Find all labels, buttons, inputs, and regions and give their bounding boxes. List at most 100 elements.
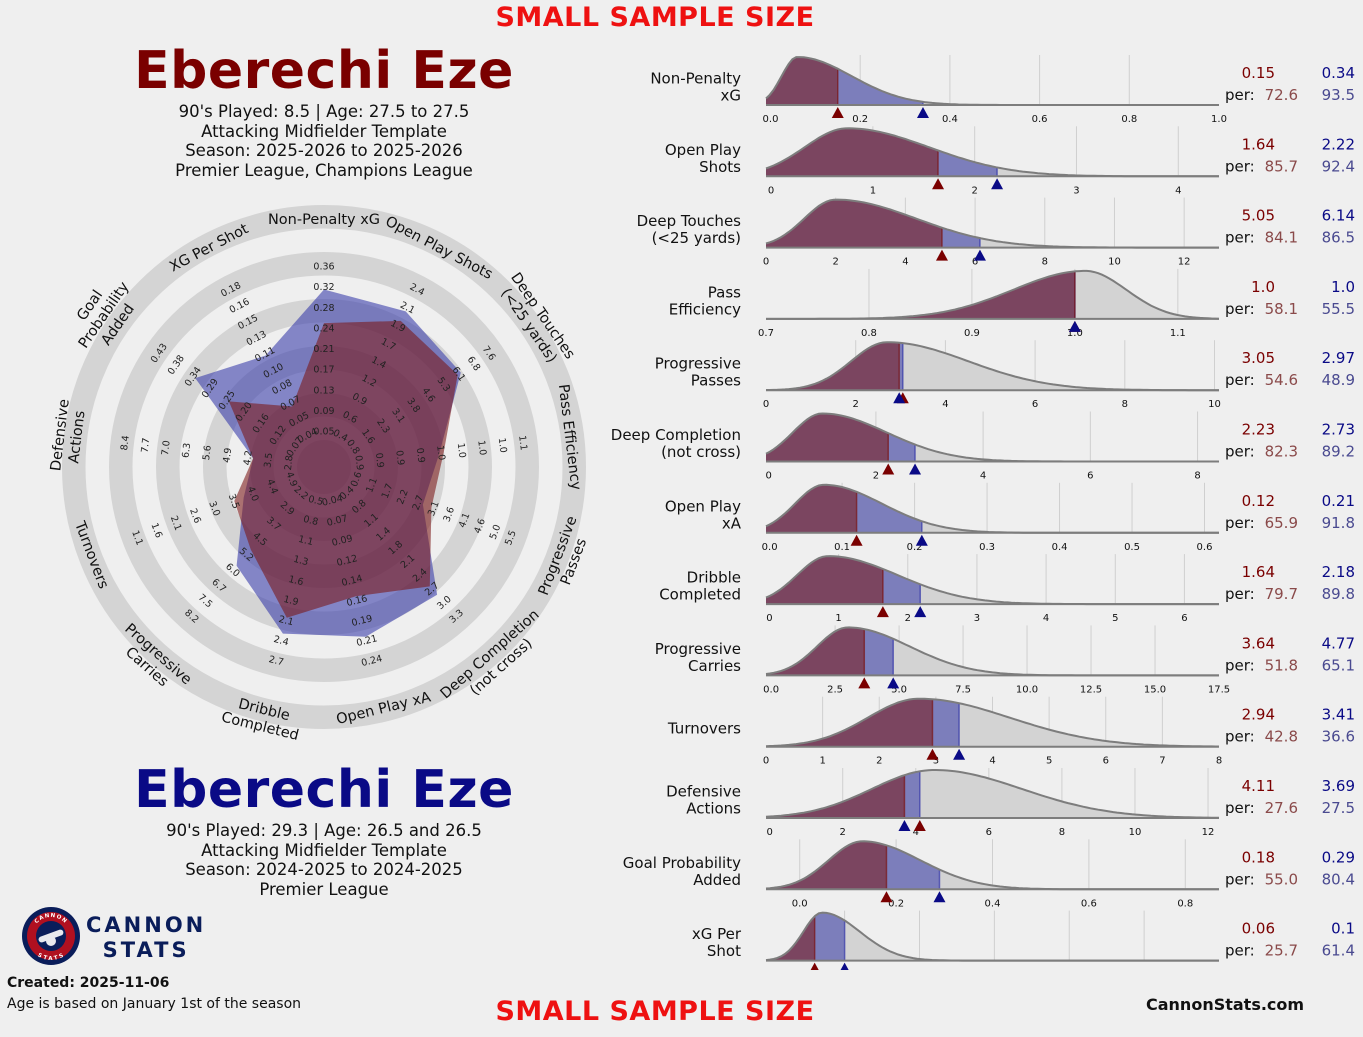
- ridge-fill-2025: [766, 342, 900, 391]
- radar-tick-label: 1.0: [496, 437, 509, 453]
- ridge-metric-label: Progressive Carries: [655, 640, 741, 675]
- per-label: per:: [1225, 86, 1255, 104]
- radar-tick-label: 0.07: [326, 513, 349, 529]
- radar-tick-label: 1.1: [129, 529, 145, 547]
- radar-tick-label: 3.5: [262, 452, 275, 468]
- radar-tick-label: 1.3: [292, 554, 309, 568]
- ridge-tick-label: 10: [1108, 257, 1121, 268]
- ridge-tick-label: 0.2: [852, 114, 868, 125]
- ridge-density-area: [766, 912, 1219, 961]
- per-label: per:: [1225, 371, 1255, 389]
- radar-tick-label: 0.24: [313, 323, 334, 334]
- ridge-tick-label: 0.2: [888, 898, 904, 909]
- percentile-2025: 82.3: [1265, 443, 1298, 461]
- radar-tick-label: 1.6: [148, 522, 164, 540]
- marker-2025: [810, 962, 819, 970]
- radar-tick-label: 3.0: [435, 594, 454, 612]
- radar-axis-label-line: Actions: [66, 410, 88, 465]
- ridge-row: 0.0 0.1 0.2 0.3 0.4 0.5 0.6 Open Play xA 0.12 0.21…: [665, 482, 1355, 553]
- marker-2024: [991, 178, 1004, 190]
- marker-2024: [916, 107, 929, 118]
- ridge-tick-label: 0.2: [907, 542, 923, 553]
- percentile-2025: 51.8: [1265, 656, 1298, 674]
- ridge-tick-label: 12: [1178, 257, 1191, 268]
- value-2025: 0.18: [1242, 848, 1275, 866]
- marker-2025: [935, 249, 948, 261]
- ridge-tick-label: 7.5: [955, 684, 971, 695]
- per-label: per:: [1225, 443, 1255, 461]
- radar-tick-label: 0.09: [331, 533, 354, 549]
- ridge-metric-label-line: Defensive: [666, 783, 741, 801]
- ridge-tick-label: 0.9: [964, 328, 980, 339]
- radar-tick-label: 5.0: [488, 523, 504, 541]
- percentile-2024: 27.5: [1322, 799, 1355, 817]
- radar-tick-label: 2.7: [267, 654, 284, 668]
- value-2024: 0.34: [1322, 64, 1355, 82]
- ridge-tick-label: 0: [763, 756, 769, 767]
- played-2024: 90's Played: 29.3 | Age: 26.5 and 26.5: [166, 821, 482, 840]
- per-label: per:: [1225, 300, 1255, 318]
- ridge-tick-label: 5: [1112, 613, 1118, 624]
- radar-tick-label: 0.09: [313, 406, 334, 417]
- radar-tick-label: 3.0: [206, 500, 222, 518]
- ridge-density-line: [765, 769, 1220, 819]
- radar-tick-label: 4.1: [457, 511, 473, 529]
- radar-tick-label: 0.14: [341, 573, 364, 589]
- radar-tick-label: 0.21: [313, 344, 334, 355]
- site-link[interactable]: CannonStats.com: [1146, 995, 1305, 1014]
- value-2024: 1.0: [1331, 278, 1355, 296]
- percentile-2024: 48.9: [1322, 371, 1355, 389]
- percentile-2024: 89.8: [1322, 585, 1355, 603]
- value-2024: 0.29: [1322, 848, 1355, 866]
- ridge-metric-label-line: (<25 yards): [652, 229, 741, 247]
- radar-tick-label: 0.38: [166, 353, 187, 377]
- ridge-tick-label: 6: [1032, 399, 1038, 410]
- value-2024: 2.22: [1322, 135, 1355, 153]
- radar-tick-label: 7.0: [160, 440, 173, 456]
- ridge-tick-label: 15.0: [1144, 684, 1166, 695]
- radar-tick-label: 0.16: [345, 593, 368, 609]
- ridge-tick-label: 0.4: [942, 114, 958, 125]
- ridge-row: 0 2 4 6 8 10 Progressive Passes 3.05 2.97 per: 54.6…: [655, 340, 1355, 410]
- radar-tick-label: 8.4: [119, 435, 132, 451]
- ridge-tick-label: 0: [765, 471, 771, 482]
- value-2025: 3.64: [1242, 634, 1275, 652]
- value-2024: 6.14: [1322, 207, 1355, 225]
- ridge-metric-label-line: Progressive: [655, 355, 741, 373]
- marker-2024: [887, 677, 900, 689]
- season-2024: Season: 2024-2025 to 2024-2025: [185, 860, 463, 879]
- ridge-tick-label: 2: [873, 471, 879, 482]
- value-2025: 4.11: [1242, 777, 1275, 795]
- radar-axis-label-line: Non-Penalty xG: [268, 212, 380, 228]
- ridge-tick-label: 1: [819, 756, 825, 767]
- ridge-metric-label-line: (not cross): [661, 443, 741, 461]
- ridge-tick-label: 4: [942, 399, 948, 410]
- ridge-tick-label: 6: [986, 827, 992, 838]
- ridge-tick-label: 0.8: [1177, 898, 1193, 909]
- radar-tick-label: 0.28: [313, 303, 334, 314]
- radar-ring: [109, 252, 539, 682]
- ridge-metric-label-line: Open Play: [665, 141, 741, 159]
- ridge-metric-label-line: Non-Penalty: [650, 70, 741, 88]
- radar-tick-label: 0.9: [352, 455, 365, 471]
- ridge-tick-label: 0: [766, 613, 772, 624]
- value-2025: 1.0: [1251, 278, 1275, 296]
- ridge-metric-label-line: Turnovers: [667, 720, 741, 738]
- radar-tick-label: 1.7: [380, 482, 396, 500]
- per-label: per:: [1225, 799, 1255, 817]
- radar-tick-label: 7.7: [140, 437, 153, 453]
- radar-tick-label: 4.4: [264, 478, 280, 496]
- ridge-tick-label: 0: [763, 399, 769, 410]
- percentile-2025: 25.7: [1265, 942, 1298, 960]
- ridge-row: 0 1 2 3 4 5 6 7 8 Turnovers 2.94 3.41 per: 42.8 36.6: [667, 696, 1355, 767]
- marker-2024: [914, 606, 927, 618]
- radar-tick-label: 0.6: [349, 470, 365, 488]
- ridge-metric-label-line: Passes: [691, 372, 741, 390]
- radar-ring: [62, 205, 586, 729]
- marker-2024: [973, 249, 986, 261]
- ridge-fill-2025: [766, 128, 938, 177]
- ridge-row: 0 1 2 3 4 5 6 Dribble Completed 1.64 2.18 per: 79.7 8…: [659, 554, 1355, 624]
- value-2025: 0.12: [1242, 492, 1275, 510]
- percentile-2025: 27.6: [1265, 799, 1298, 817]
- ridge-metric-label: Dribble Completed: [659, 569, 741, 604]
